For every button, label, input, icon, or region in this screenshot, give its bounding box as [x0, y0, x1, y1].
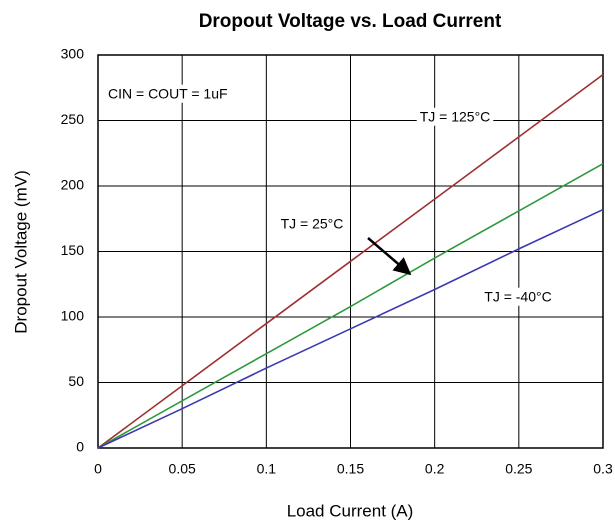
y-tick-label: 50 — [68, 373, 84, 389]
y-tick-label: 200 — [61, 177, 85, 193]
x-axis-label: Load Current (A) — [287, 501, 414, 520]
annotation: CIN = COUT = 1uF — [108, 86, 228, 102]
series-label: TJ = 125°C — [420, 109, 491, 125]
y-tick-label: 250 — [61, 111, 85, 127]
x-tick-label: 0.15 — [337, 461, 364, 477]
x-tick-label: 0.05 — [169, 461, 196, 477]
annotation-arrow — [368, 238, 410, 274]
y-tick-label: 300 — [61, 46, 85, 62]
y-tick-label: 150 — [61, 242, 85, 258]
series-label: TJ = -40°C — [484, 289, 551, 305]
x-tick-label: 0.2 — [425, 461, 445, 477]
x-tick-label: 0.25 — [505, 461, 532, 477]
x-tick-label: 0.3 — [593, 461, 613, 477]
y-tick-label: 100 — [61, 308, 85, 324]
chart: Dropout Voltage vs. Load Current Load Cu… — [0, 0, 615, 528]
x-tick-label: 0.1 — [257, 461, 277, 477]
y-axis-label: Dropout Voltage (mV) — [11, 170, 30, 333]
x-tick-label: 0 — [94, 461, 102, 477]
series-label: TJ = 25°C — [281, 216, 344, 232]
chart-title: Dropout Voltage vs. Load Current — [199, 11, 502, 32]
y-tick-label: 0 — [76, 439, 84, 455]
